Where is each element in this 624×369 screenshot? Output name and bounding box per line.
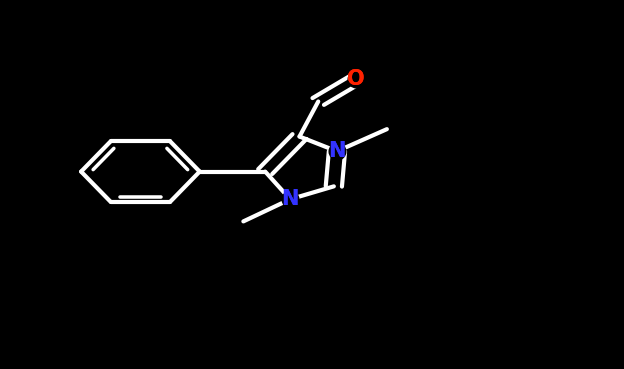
Text: N: N bbox=[328, 141, 346, 161]
Text: N: N bbox=[281, 189, 299, 209]
Text: N: N bbox=[328, 141, 346, 161]
Text: N: N bbox=[281, 189, 299, 209]
Text: O: O bbox=[347, 69, 364, 89]
Text: O: O bbox=[347, 69, 364, 89]
